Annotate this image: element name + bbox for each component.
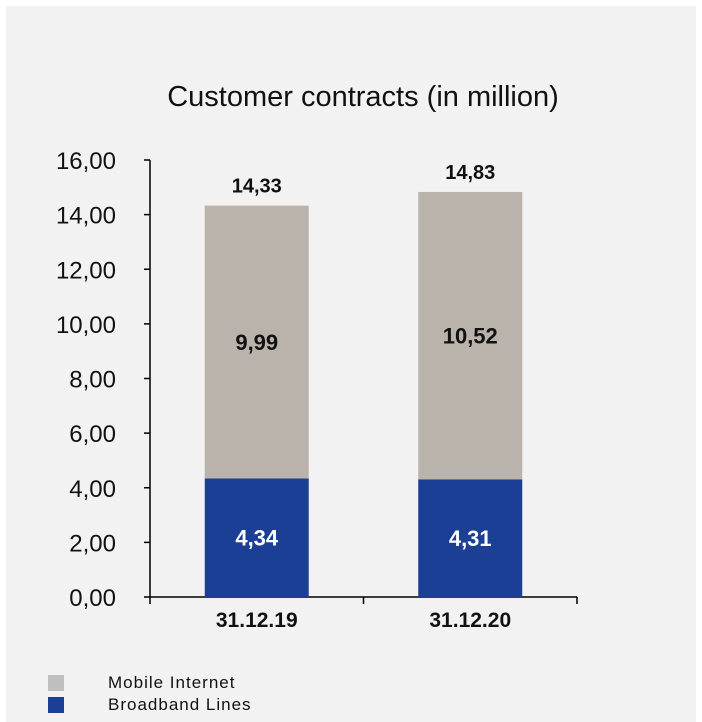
y-tick-label: 10,00 — [56, 312, 116, 339]
data-label: 4,34 — [235, 526, 279, 551]
y-tick-label: 2,00 — [69, 530, 116, 557]
chart-panel — [6, 6, 696, 722]
y-tick-label: 8,00 — [69, 367, 116, 394]
data-label: 9,99 — [235, 330, 278, 355]
y-tick-label: 14,00 — [56, 203, 116, 230]
legend-item-broadband-lines: Broadband Lines — [48, 694, 252, 716]
legend-label-broadband-lines: Broadband Lines — [108, 695, 252, 714]
total-label: 14,83 — [445, 162, 495, 184]
bar-mobile-internet — [418, 191, 523, 480]
chart-legend: Mobile Internet Broadband Lines — [48, 672, 252, 716]
x-category-label: 31.12.20 — [429, 609, 511, 632]
data-label: 10,52 — [443, 324, 498, 349]
y-tick-label: 4,00 — [69, 476, 116, 503]
data-label: 4,31 — [449, 526, 492, 551]
chart-title: Customer contracts (in million) — [167, 81, 559, 113]
bar-broadband-lines — [418, 479, 523, 597]
total-label: 14,33 — [232, 176, 282, 198]
legend-label-mobile-internet: Mobile Internet — [108, 673, 236, 692]
bar-mobile-internet — [204, 205, 309, 479]
legend-item-mobile-internet: Mobile Internet — [48, 672, 252, 694]
chart-bars — [204, 191, 523, 597]
bar-broadband-lines — [204, 478, 309, 597]
y-tick-label: 12,00 — [56, 257, 116, 284]
legend-swatch-broadband-lines — [48, 697, 64, 713]
y-tick-label: 16,00 — [56, 148, 116, 175]
y-tick-label: 6,00 — [69, 421, 116, 448]
x-category-label: 31.12.19 — [216, 609, 298, 632]
legend-swatch-mobile-internet — [48, 675, 64, 691]
y-tick-label: 0,00 — [69, 585, 116, 612]
chart-labels: 4,34 9,99 14,33 31.12.19 4,31 10,52 14,83 31.12… — [216, 162, 511, 632]
